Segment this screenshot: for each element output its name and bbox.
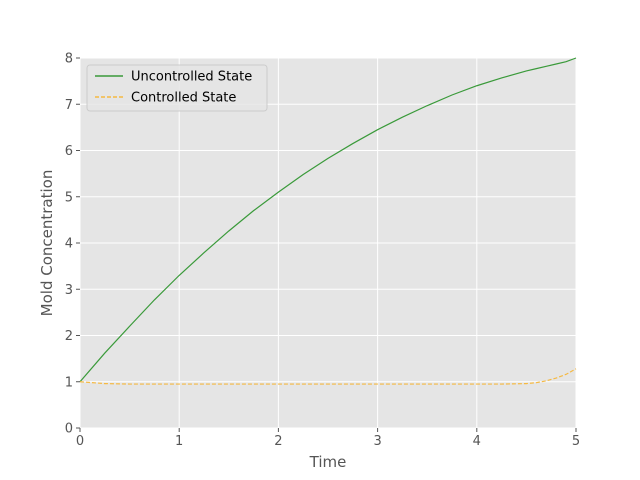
x-tick-label: 5 (572, 434, 580, 449)
x-tick-label: 1 (175, 434, 183, 449)
grid-lines (79, 57, 577, 429)
legend-label-controlled: Controlled State (131, 91, 236, 106)
y-tick-label: 2 (65, 329, 73, 344)
x-axis-label: Time (309, 453, 347, 471)
legend-box (86, 64, 268, 112)
y-tick-label: 3 (65, 283, 73, 298)
legend: Uncontrolled State Controlled State (86, 64, 268, 112)
legend-label-uncontrolled: Uncontrolled State (131, 70, 252, 85)
y-tick-label: 7 (65, 98, 73, 113)
x-tick-label: 2 (274, 434, 282, 449)
x-tick-label: 0 (76, 434, 84, 449)
series-lines (79, 57, 577, 385)
y-tick-label: 0 (65, 422, 73, 437)
series-line-controlled (79, 368, 577, 385)
y-tick-label: 1 (65, 375, 73, 390)
y-tick-label: 4 (65, 237, 73, 252)
x-tick-label: 3 (373, 434, 381, 449)
x-tick-label: 4 (473, 434, 481, 449)
series-line-uncontrolled (79, 57, 577, 383)
y-tick-label: 5 (65, 190, 73, 205)
y-tick-label: 8 (65, 52, 73, 67)
y-axis-label: Mold Concentration (38, 170, 56, 317)
y-tick-label: 6 (65, 144, 73, 159)
axis-ticks: 0 1 2 3 4 5 0 1 2 3 4 5 6 7 8 (65, 52, 580, 450)
